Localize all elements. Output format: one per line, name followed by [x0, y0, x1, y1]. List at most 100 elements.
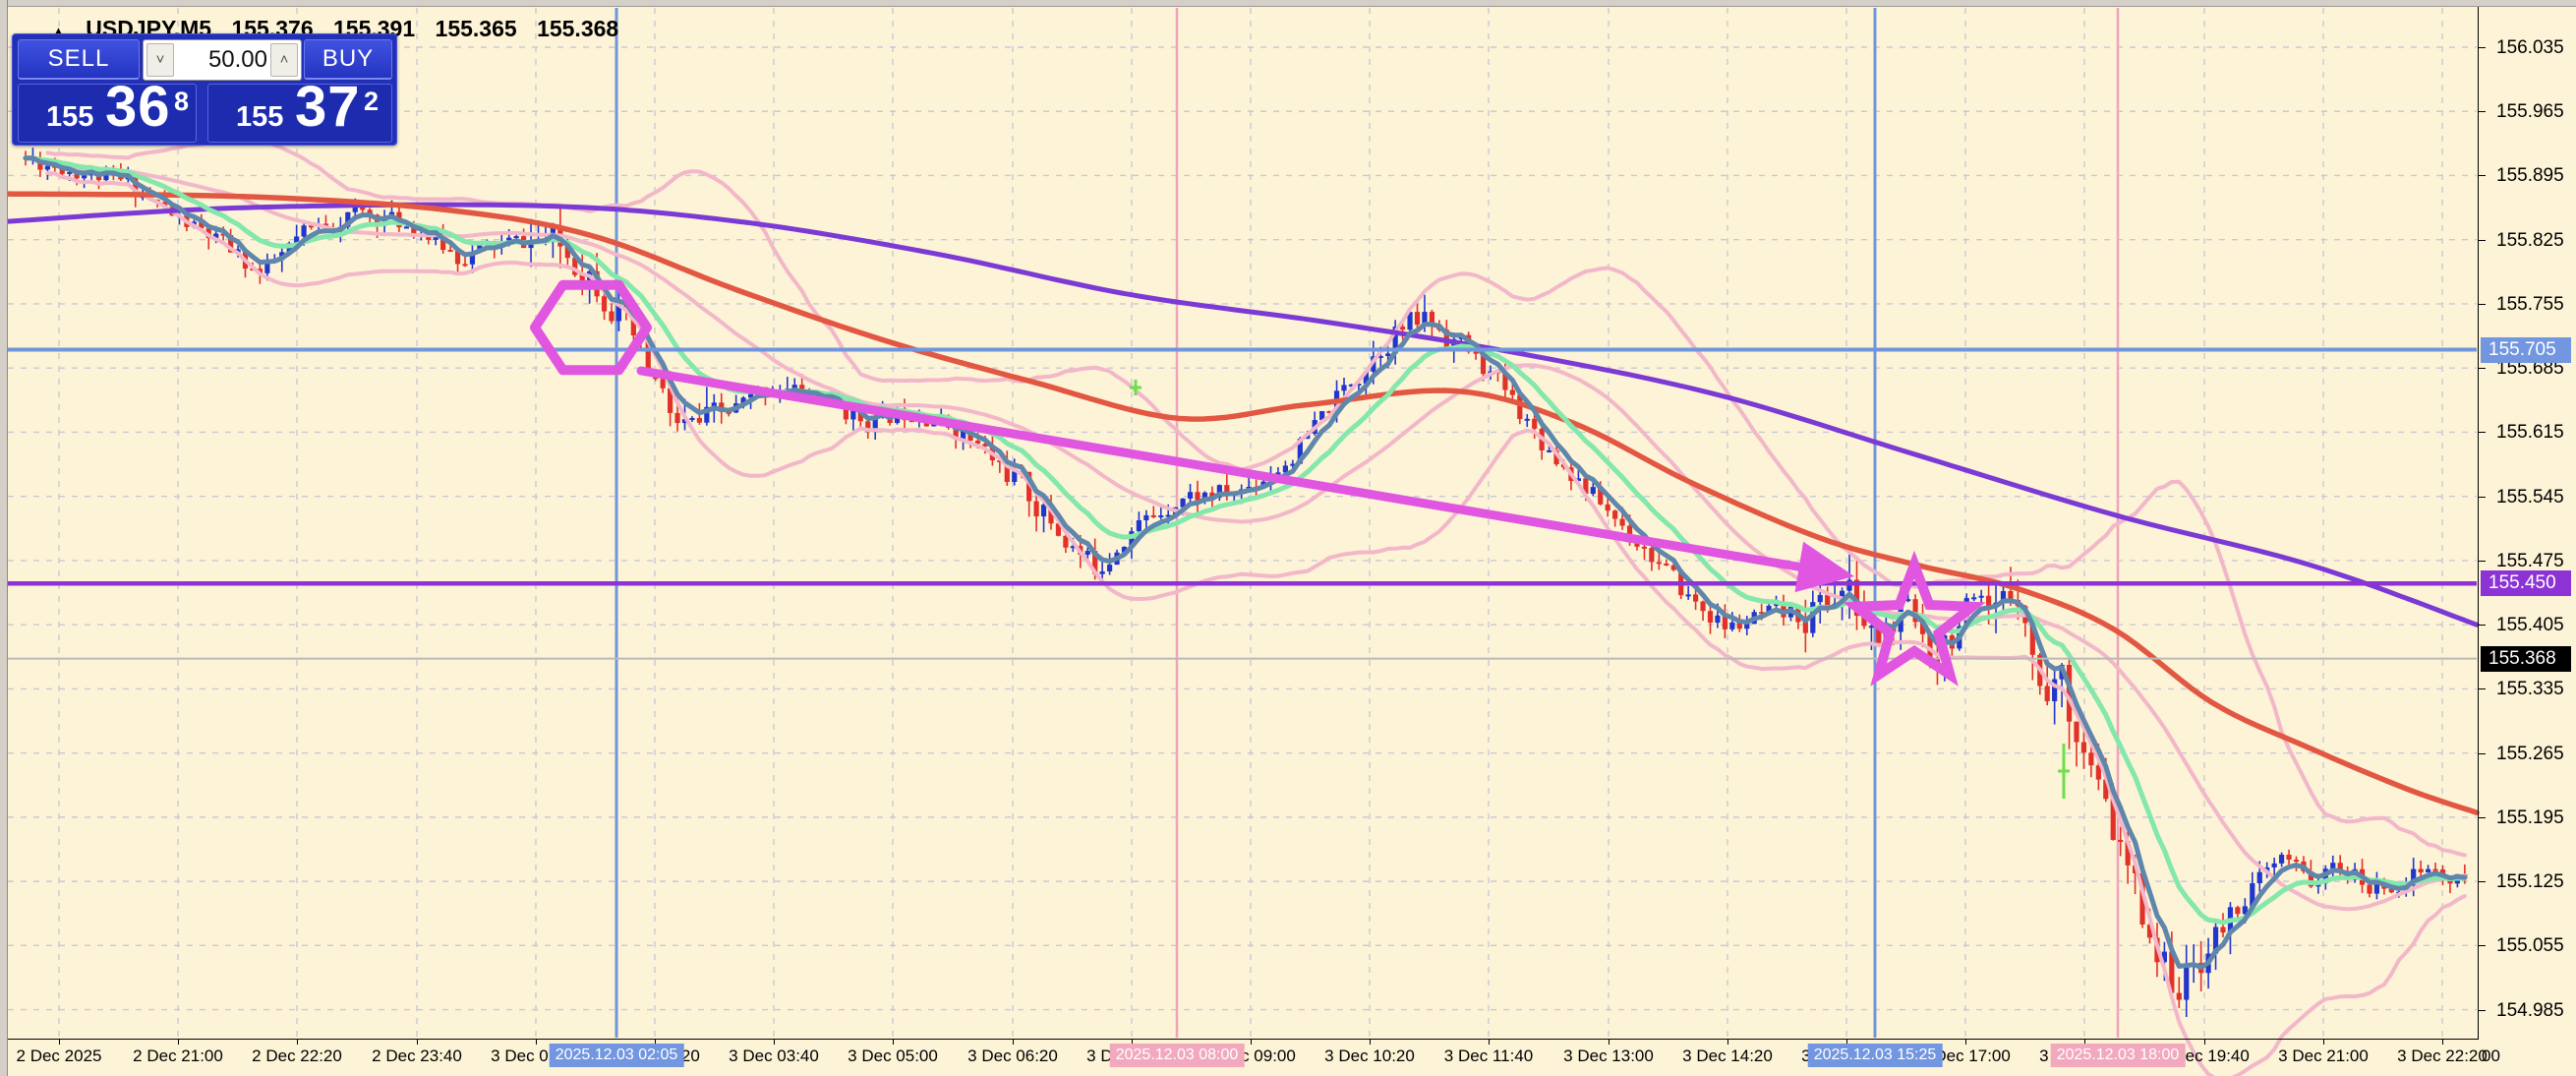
star-shape[interactable] — [1843, 550, 1986, 687]
bollinger-middle-band — [45, 160, 2467, 912]
time-axis-highlight-label: 2025.12.03 18:00 — [2050, 1044, 2186, 1067]
sell-price-big: 36 — [105, 75, 171, 139]
price-axis-label: 155.335 — [2496, 679, 2564, 700]
time-axis-label: 3 Dec 13:00 — [1563, 1046, 1654, 1065]
time-axis-tick — [1846, 1040, 1847, 1045]
price-axis-tick — [2479, 625, 2486, 627]
price-axis-label: 155.475 — [2496, 550, 2564, 571]
price-axis-label: 156.035 — [2496, 37, 2564, 58]
time-axis-label: 3 Dec 05:00 — [848, 1046, 938, 1065]
time-axis-tick — [536, 1040, 537, 1045]
price-axis-tick — [2479, 111, 2486, 113]
time-axis-label: 3 Dec 14:20 — [1682, 1046, 1773, 1065]
price-axis-label: 155.545 — [2496, 486, 2564, 508]
price-axis-tick — [2479, 945, 2486, 947]
price-axis-label: 155.685 — [2496, 358, 2564, 380]
time-axis-tick — [893, 1040, 894, 1045]
ma-steel-fastest — [23, 155, 2468, 970]
price-axis-tick — [2479, 432, 2486, 434]
sell-price-sup: 8 — [174, 87, 190, 116]
time-axis[interactable]: 2 Dec 2025 2 Dec 21:00 2 Dec 22:20 2 Dec 23… — [0, 1040, 2576, 1076]
trendline-arrow[interactable] — [636, 366, 1808, 572]
time-axis-label: 3 Dec 03:40 — [729, 1046, 819, 1065]
price-axis-tick — [2479, 1009, 2486, 1011]
time-axis-label: 2 Dec 22:20 — [252, 1046, 342, 1065]
time-axis-tick — [774, 1040, 775, 1045]
price-axis-tick — [2479, 239, 2486, 241]
time-axis-tick — [1013, 1040, 1014, 1045]
time-axis-label: 3 Dec 21:00 — [2278, 1046, 2369, 1065]
time-axis-label: 3 Dec 22:20 — [2397, 1046, 2488, 1065]
time-axis-tick — [297, 1040, 298, 1045]
time-axis-tick — [1251, 1040, 1252, 1045]
time-axis-label: 3 Dec 11:40 — [1443, 1046, 1534, 1065]
price-axis-label: 155.265 — [2496, 743, 2564, 764]
time-axis-tick — [1727, 1040, 1728, 1045]
time-axis-tick — [59, 1040, 60, 1045]
time-axis-tick — [1489, 1040, 1490, 1045]
volume-increase-button[interactable]: ˄ — [270, 43, 298, 77]
ma-red-medium — [5, 191, 2480, 815]
time-axis-tick — [178, 1040, 179, 1045]
quote-close: 155.368 — [537, 16, 619, 41]
time-axis-label: 2 Dec 2025 — [16, 1046, 102, 1065]
price-axis-label: 155.825 — [2496, 229, 2564, 251]
buy-price-sup: 2 — [364, 87, 380, 116]
price-axis-tick — [2479, 496, 2486, 498]
volume-stepper: ˅ 50.00 ˄ — [143, 39, 302, 81]
time-axis-tick — [2323, 1040, 2324, 1045]
volume-input[interactable]: 50.00 — [207, 46, 267, 73]
volume-decrease-button[interactable]: ˅ — [146, 43, 174, 77]
time-axis-highlight-label: 2025.12.03 02:05 — [549, 1044, 684, 1067]
price-axis-tick — [2479, 47, 2486, 48]
sell-price-display[interactable]: 155 36 8 — [18, 75, 197, 143]
time-axis-highlight-label: 2025.12.03 08:00 — [1109, 1044, 1245, 1067]
time-axis-label: 3 Dec 06:20 — [967, 1046, 1058, 1065]
price-axis-label: 155.405 — [2496, 615, 2564, 636]
price-axis-tick — [2479, 560, 2486, 562]
price-axis-label: 155.895 — [2496, 165, 2564, 187]
time-axis-tick — [417, 1040, 418, 1045]
price-axis-label: 155.755 — [2496, 293, 2564, 315]
time-axis-label: 3 Dec 17:00 — [1920, 1046, 2011, 1065]
time-axis-tick — [2204, 1040, 2205, 1045]
time-axis-tick — [2084, 1040, 2085, 1045]
bollinger-lower-band — [45, 170, 2467, 1076]
ma-green-fast — [23, 155, 2468, 926]
time-axis-tick — [1965, 1040, 1966, 1045]
sell-price-prefix: 155 — [46, 101, 94, 133]
buy-button[interactable]: BUY — [304, 39, 392, 80]
time-axis-tick — [655, 1040, 656, 1045]
price-axis-highlight-label: 155.368 — [2481, 645, 2571, 672]
time-axis-highlight-label: 2025.12.03 15:25 — [1807, 1044, 1943, 1067]
ma-violet-slow — [5, 202, 2480, 628]
sell-button[interactable]: SELL — [18, 39, 140, 80]
time-axis-tick — [2442, 1040, 2443, 1045]
time-axis-label: 3 Dec 10:20 — [1324, 1046, 1415, 1065]
trendline-arrowhead[interactable] — [1794, 541, 1855, 593]
axis-corner-label: 00 — [2482, 1046, 2500, 1065]
price-axis-highlight-label: 155.450 — [2481, 570, 2571, 597]
hexagon-shape[interactable] — [530, 279, 652, 376]
chart-bottom-border — [7, 1039, 2479, 1040]
price-axis-label: 155.055 — [2496, 935, 2564, 957]
window-left-strip — [0, 0, 8, 1076]
buy-price-display[interactable]: 155 37 2 — [207, 75, 392, 143]
time-axis-tick — [1370, 1040, 1371, 1045]
price-axis[interactable]: 156.035 155.965 155.895 155.825 155.755 155.6… — [2479, 7, 2576, 1039]
time-axis-label: 2 Dec 23:40 — [372, 1046, 462, 1065]
price-axis-label: 155.195 — [2496, 807, 2564, 828]
bollinger-upper-band — [45, 137, 2467, 858]
price-axis-highlight-label: 155.705 — [2481, 336, 2571, 363]
price-axis-label: 155.125 — [2496, 871, 2564, 893]
price-axis-label: 155.615 — [2496, 422, 2564, 444]
quote-low: 155.365 — [435, 16, 517, 41]
price-axis-tick — [2479, 368, 2486, 370]
price-axis-tick — [2479, 175, 2486, 177]
buy-price-prefix: 155 — [236, 101, 284, 133]
price-axis-tick — [2479, 881, 2486, 883]
price-axis-tick — [2479, 816, 2486, 818]
price-axis-label: 155.965 — [2496, 101, 2564, 123]
price-axis-tick — [2479, 688, 2486, 690]
